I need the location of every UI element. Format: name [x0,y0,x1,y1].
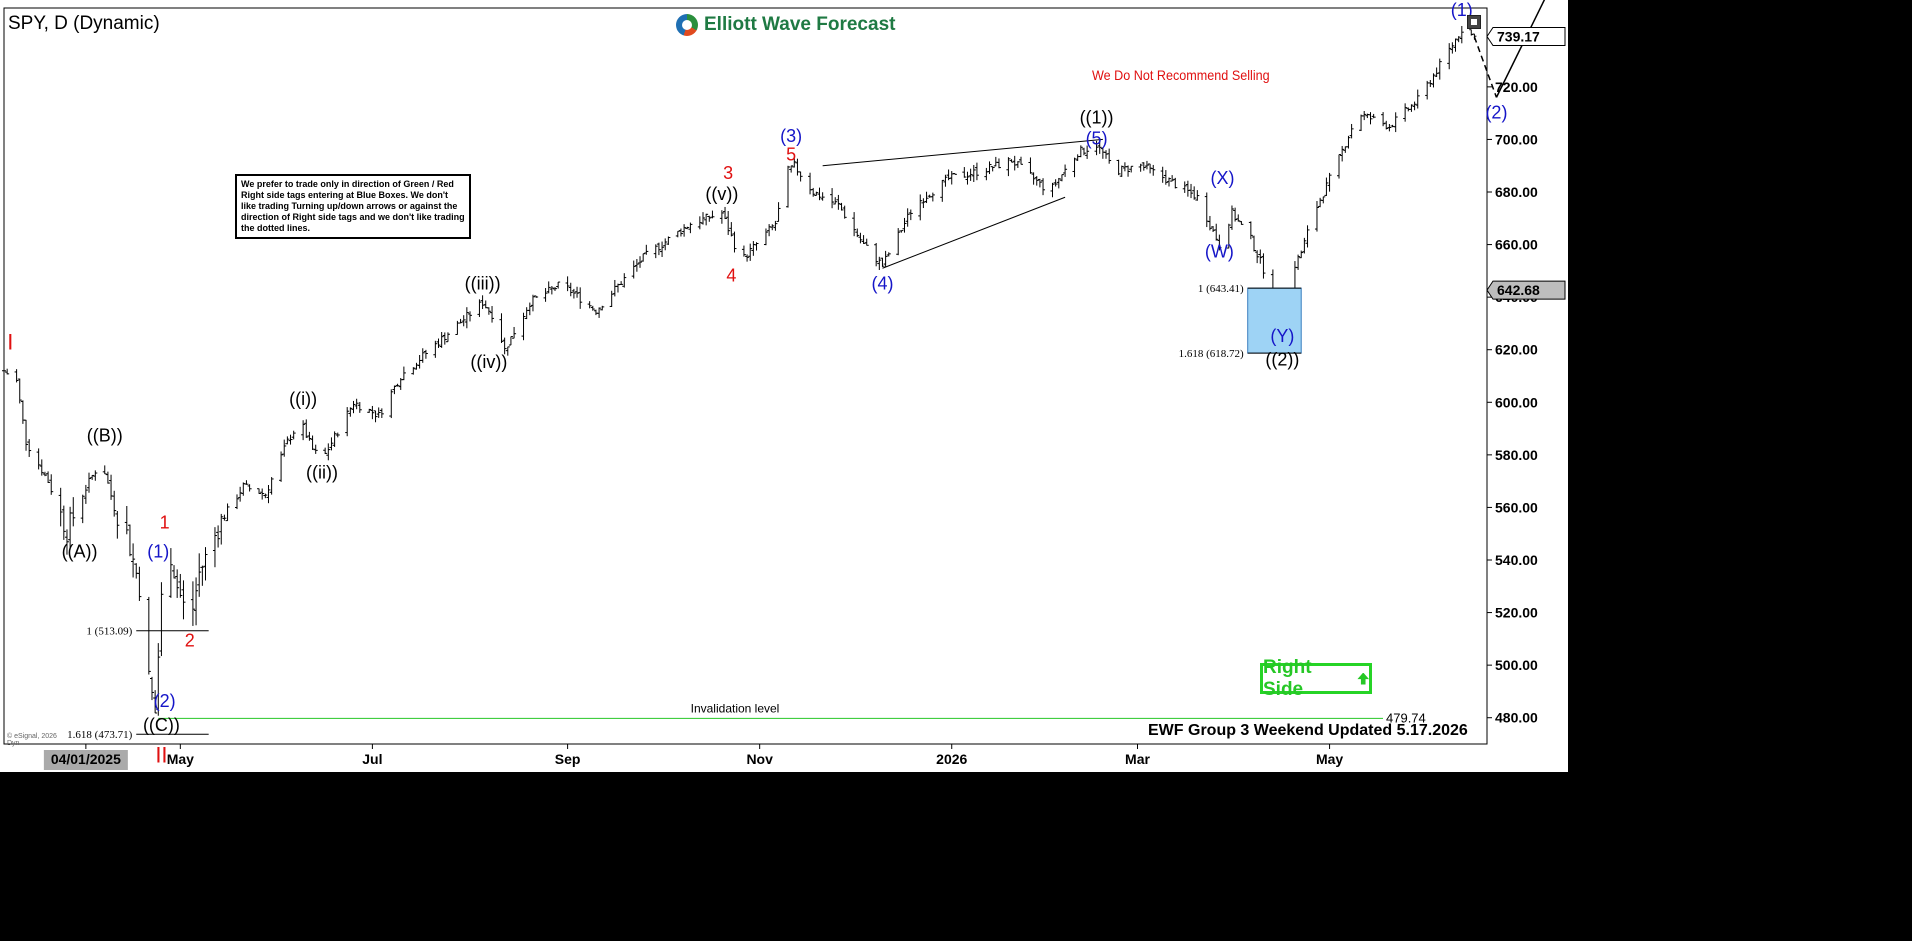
wave-label: ((v)) [705,184,738,204]
blue-box [1247,287,1302,354]
wave-label: ((B)) [87,426,123,446]
y-axis: 480.00 500.00 520.00 540.00 560.00 580.00 600.… [1487,79,1538,726]
wave-label: 5 [786,144,796,164]
y-tick-label: 500.00 [1495,657,1538,673]
wave-label: (2) [1485,102,1507,122]
x-tick-label: 2026 [936,751,967,767]
wave-label: 2 [185,631,195,651]
fib-label: 1 (643.41) [1198,283,1244,295]
y-tick-label: 680.00 [1495,184,1538,200]
maximize-icon[interactable] [1467,15,1481,29]
logo-icon [676,14,698,36]
fib-label: 1.618 (473.71) [67,729,132,741]
copyright-text: © eSignal, 2026 Dyn [7,733,57,747]
right-side-badge: Right Side [1260,657,1372,700]
wave-label: ((i)) [289,389,317,409]
price-tag-box [1486,26,1566,46]
wave-label: (1) [147,541,169,561]
wave-label: (Y) [1270,326,1294,346]
update-footer: EWF Group 3 Weekend Updated 5.17.2026 [1148,722,1468,739]
triangle-trendline [882,196,1066,269]
price-tag-label: 642.68 [1497,282,1540,298]
chart-frame: 480.00 500.00 520.00 540.00 560.00 580.00 600.… [0,0,1568,772]
x-tick-label: 04/01/2025 [51,751,121,767]
x-tick-label: Mar [1125,751,1150,767]
x-tick-label: May [167,751,194,767]
x-tick-label: May [1316,751,1343,767]
x-date-highlight [43,750,128,770]
y-tick-label: 560.00 [1495,499,1538,515]
plot-area [3,7,1488,745]
wave-label: I [7,330,13,355]
wave-label: (X) [1211,168,1235,188]
copyright-label: © eSignal, 2026 [7,733,57,740]
y-tick-label: 700.00 [1495,131,1538,147]
y-tick-label: 600.00 [1495,394,1538,410]
fib-label: 1.618 (618.72) [1179,348,1244,360]
wave-label: ((C)) [143,715,180,735]
wave-label: ((iii)) [465,273,501,293]
up-arrow-icon [1357,672,1369,685]
wave-label: (W) [1205,242,1234,262]
wave-label: ((A)) [62,541,98,561]
wave-label: (2) [154,691,176,711]
plot-border [3,7,1488,745]
wave-label: ((ii)) [306,463,338,483]
fib-label: 1 (513.09) [86,626,132,638]
wave-label: (4) [871,273,893,293]
dyn-label: Dyn [7,740,20,747]
x-tick-label: Sep [555,751,581,767]
wave-label: II [155,742,167,767]
chart-overlays: 1 (513.09) 1.618 (473.71) 1 (643.41) 1.618 … [67,0,1546,741]
logo-text: Elliott Wave Forecast [704,14,896,35]
price-tag-box [1486,280,1566,300]
right-side-label: Right Side [1263,656,1312,700]
invalidation-label: Invalidation level [691,701,780,715]
invalidation-value: 479.74 [1386,710,1426,725]
ohlc-bars [2,25,1477,716]
wave-label: (1) [1451,0,1473,20]
y-tick-label: 540.00 [1495,552,1538,568]
price-tags: 739.17 642.68 [1486,26,1566,300]
y-tick-label: 720.00 [1495,79,1538,95]
y-tick-label: 580.00 [1495,447,1538,463]
projection-up-line [1495,0,1546,98]
wave-label: ((2)) [1265,349,1299,369]
wave-label: ((1)) [1080,108,1114,128]
triangle-trendline [822,138,1103,167]
chart-title: SPY, D (Dynamic) [8,13,160,34]
wave-labels: I ((A)) ((B)) 1 (1) 2 (2) ((C)) II ((i)) ((ii)) ((i… [7,0,1507,767]
x-tick-label: Nov [746,751,773,767]
trading-note: We prefer to trade only in direction of … [235,174,471,239]
x-axis: 04/01/2025 May Jul Sep Nov 2026 Mar May [43,744,1343,770]
wave-label: 1 [160,512,170,532]
wave-label: 3 [723,163,733,183]
price-chart: 480.00 500.00 520.00 540.00 560.00 580.00 600.… [2,0,1566,770]
price-tag-label: 739.17 [1497,28,1540,44]
y-tick-label: 620.00 [1495,342,1538,358]
wave-label: (3) [780,126,802,146]
y-tick-label: 480.00 [1495,710,1538,726]
wave-label: (5) [1086,129,1108,149]
projection-dashed-line [1473,36,1498,98]
wave-label: 4 [726,265,736,285]
x-tick-label: Jul [362,751,382,767]
y-tick-label: 520.00 [1495,605,1538,621]
recommendation-text: We Do Not Recommend Selling [1092,67,1270,83]
ewf-logo: Elliott Wave Forecast [676,14,895,36]
y-tick-label: 660.00 [1495,237,1538,253]
wave-label: ((iv)) [470,352,507,372]
